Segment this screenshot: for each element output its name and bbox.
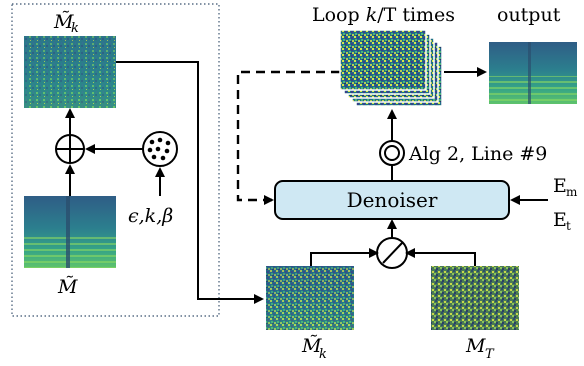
noisy-spec-label: M̃ (301, 335, 322, 357)
circle-plus-icon (55, 134, 85, 164)
arrow-top-spec-to-noisy (116, 61, 264, 304)
bottom-left-spectrogram (24, 196, 116, 268)
output-spectrogram (489, 42, 577, 104)
circle-slash-icon (376, 237, 408, 269)
cond-et-label: E (553, 209, 567, 231)
top-left-label: M̃ (53, 11, 74, 33)
stacked-frames (339, 29, 443, 107)
cond-em-label: E (553, 175, 567, 197)
noise-params-label: ϵ,k,β (128, 205, 173, 227)
dots-circle-icon (142, 131, 178, 167)
noisy-spec-sub: k (319, 347, 327, 362)
cond-et-sub: t (566, 219, 571, 233)
top-left-sub: k (71, 21, 79, 36)
line-noise-to-combine (405, 248, 476, 266)
dashed-loop-arrow (236, 70, 340, 205)
cond-em-sub: m (566, 185, 578, 199)
noise-spec-label: M (465, 335, 486, 357)
noisy-spectrogram (266, 266, 354, 330)
double-circle-icon (379, 140, 405, 166)
line-noisy-to-combine (310, 248, 379, 266)
bottom-left-label: M̃ (57, 276, 78, 298)
noise-spec-sub: T (485, 347, 495, 362)
top-left-spectrogram (24, 36, 116, 108)
loop-caption: Loop k/T times (312, 4, 455, 26)
output-caption: output (497, 4, 561, 26)
noise-spectrogram (431, 266, 519, 330)
denoiser-label: Denoiser (347, 188, 438, 212)
alg-ref-label: Alg 2, Line #9 (408, 143, 547, 165)
